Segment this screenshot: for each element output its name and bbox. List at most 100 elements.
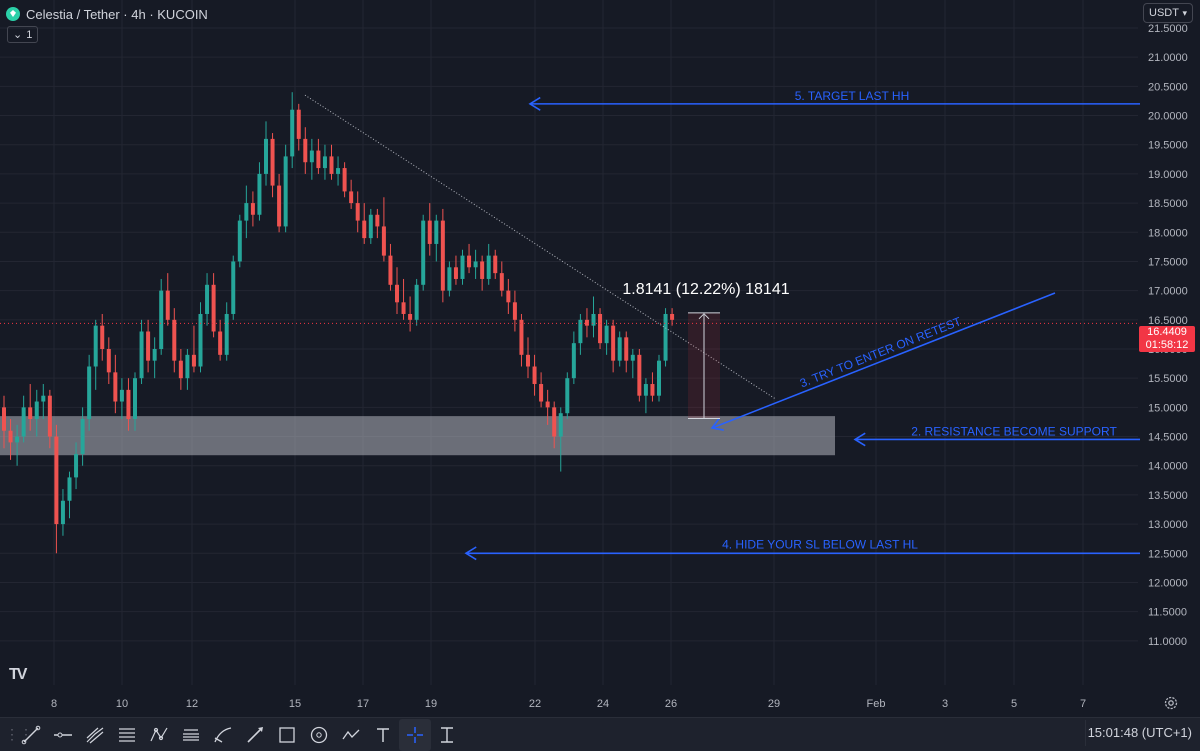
crosshair-icon[interactable]	[399, 718, 431, 751]
candle-body	[447, 267, 452, 291]
candle-body	[630, 354, 635, 361]
candle-body	[598, 313, 603, 344]
candle-body	[146, 331, 151, 361]
drawing-toolbar: ⋮⋮	[0, 717, 1200, 751]
price-tick-label: 17.5000	[1148, 256, 1188, 268]
ellipse-icon[interactable]	[303, 719, 335, 751]
candle-body	[388, 255, 393, 285]
long-position-icon[interactable]	[207, 719, 239, 751]
horizontal-line-icon[interactable]	[47, 719, 79, 751]
candle-body	[584, 319, 589, 326]
price-tick-label: 17.0000	[1148, 286, 1188, 298]
date-range-icon[interactable]	[431, 719, 463, 751]
candle-body	[329, 156, 334, 174]
candle-body	[2, 407, 6, 431]
candle-body	[604, 325, 609, 344]
gear-icon[interactable]	[1163, 695, 1179, 711]
candle-body	[519, 319, 524, 355]
price-tick-label: 13.5000	[1148, 490, 1188, 502]
candle-body	[480, 261, 485, 279]
price-tick-label: 15.5000	[1148, 373, 1188, 385]
pitchfork-icon[interactable]	[79, 719, 111, 751]
arrowhead-icon	[710, 417, 724, 431]
rectangle-icon[interactable]	[271, 719, 303, 751]
candle-body	[80, 419, 85, 455]
candle-body	[670, 313, 675, 320]
candle-body	[100, 325, 105, 349]
time-tick-label: 8	[51, 698, 57, 710]
candle-body	[152, 349, 157, 361]
candle-body	[8, 430, 13, 443]
price-tick-label: 21.5000	[1148, 23, 1188, 35]
pattern-icon[interactable]	[143, 719, 175, 751]
candle-body	[21, 407, 26, 437]
fib-icon[interactable]	[111, 719, 143, 751]
candle-body	[349, 191, 354, 204]
brush-icon[interactable]	[175, 719, 207, 751]
chart-grid	[0, 0, 1138, 685]
time-tick-label: 15	[289, 698, 301, 710]
candle-body	[303, 138, 308, 163]
path-icon[interactable]	[335, 719, 367, 751]
price-tick-label: 11.0000	[1148, 636, 1187, 648]
currency-select[interactable]: USDT ▾	[1143, 3, 1193, 23]
candle-body	[539, 384, 544, 402]
target-label: 5. TARGET LAST HH	[795, 89, 909, 103]
time-tick-label: 10	[116, 698, 128, 710]
candle-body	[47, 395, 52, 437]
price-tick-label: 13.0000	[1148, 519, 1188, 531]
arrowhead-icon	[853, 432, 866, 447]
candle-body	[381, 226, 386, 256]
candle-body	[224, 313, 229, 355]
candle-body	[401, 302, 406, 314]
candle-body	[506, 290, 511, 303]
candle-body	[211, 284, 216, 332]
candle-body	[650, 384, 655, 396]
candle-body	[395, 284, 399, 303]
candle-body	[663, 313, 668, 361]
candle-body	[336, 168, 341, 174]
time-tick-label: 24	[597, 698, 609, 710]
candle-body	[499, 273, 504, 291]
time-tick-label: 7	[1080, 698, 1086, 710]
support-zone	[0, 416, 835, 456]
candle-body	[408, 313, 413, 320]
price-chart[interactable]: 5. TARGET LAST HH 2. RESISTANCE BECOME SU…	[0, 0, 1200, 715]
trend-line-icon[interactable]	[15, 719, 47, 751]
candle-body	[205, 284, 210, 314]
candle-body	[244, 203, 249, 221]
candle-body	[414, 284, 419, 320]
arrowhead-icon	[528, 96, 541, 111]
price-tick-label: 21.0000	[1148, 52, 1188, 64]
chevron-down-icon: ▾	[1182, 7, 1187, 18]
time-tick-label: 26	[665, 698, 677, 710]
text-icon[interactable]	[367, 719, 399, 751]
retest-arrow	[711, 292, 1056, 429]
indicator-toggle[interactable]: ⌄ 1	[7, 26, 39, 43]
measure-icon[interactable]	[239, 719, 271, 751]
arrowhead-icon	[464, 546, 477, 561]
time-tick-label: 22	[529, 698, 541, 710]
candle-body	[113, 372, 118, 402]
last-price-tag: 16.4409 01:58:12	[1139, 326, 1195, 352]
candle-body	[611, 325, 616, 361]
clock[interactable]: 15:01:48 (UTC+1)	[1087, 725, 1192, 740]
tradingview-logo-icon[interactable]: TV	[9, 666, 28, 683]
candle-body	[237, 220, 242, 262]
time-tick-label: 3	[942, 698, 948, 710]
price-tick-label: 11.5000	[1148, 607, 1187, 619]
candle-body	[355, 203, 360, 221]
candle-body	[427, 220, 432, 244]
candle-body	[565, 378, 570, 414]
price-tick-label: 18.5000	[1148, 198, 1188, 210]
candle-body	[290, 109, 295, 157]
candle-body	[316, 150, 321, 169]
candle-body	[15, 436, 20, 443]
drag-handle-icon[interactable]: ⋮⋮	[5, 726, 33, 742]
time-tick-label: 5	[1011, 698, 1017, 710]
candle-body	[368, 214, 373, 239]
support-label: 2. RESISTANCE BECOME SUPPORT	[911, 424, 1117, 438]
candle-body	[191, 354, 196, 367]
symbol-header[interactable]: Celestia / Tether · 4h · KUCOIN	[6, 5, 208, 23]
candle-body	[486, 255, 491, 279]
